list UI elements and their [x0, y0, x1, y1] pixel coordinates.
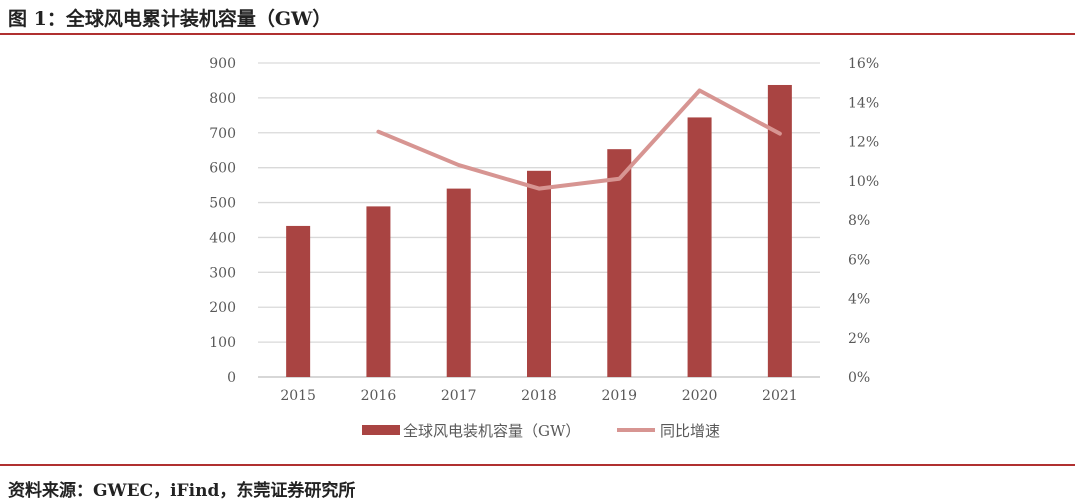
x-tick-label: 2018	[521, 388, 557, 404]
x-tick-label: 2015	[280, 388, 316, 404]
left-tick-label: 800	[209, 91, 236, 107]
x-tick-label: 2017	[441, 388, 477, 404]
right-tick-label: 4%	[848, 292, 870, 308]
right-tick-label: 16%	[848, 56, 879, 72]
right-tick-label: 14%	[848, 95, 879, 111]
left-tick-label: 0	[227, 370, 236, 386]
left-tick-label: 200	[209, 300, 236, 316]
right-tick-label: 0%	[848, 370, 870, 386]
right-tick-label: 12%	[848, 135, 879, 151]
x-tick-label: 2021	[762, 388, 798, 404]
x-tick-label: 2019	[601, 388, 637, 404]
left-tick-label: 100	[209, 335, 236, 351]
left-tick-label: 300	[209, 265, 236, 281]
legend-bar-label: 全球风电装机容量（GW）	[403, 422, 580, 440]
bar	[688, 117, 712, 377]
bar	[447, 189, 471, 377]
legend-bar-swatch	[362, 425, 400, 435]
bar	[286, 226, 310, 377]
x-tick-label: 2016	[361, 388, 397, 404]
left-tick-label: 700	[209, 126, 236, 142]
left-tick-label: 400	[209, 230, 236, 246]
legend-line-label: 同比增速	[660, 422, 720, 440]
right-tick-label: 8%	[848, 213, 870, 229]
growth-line	[378, 90, 779, 188]
left-tick-label: 900	[209, 56, 236, 72]
left-tick-label: 600	[209, 161, 236, 177]
bar	[527, 171, 551, 377]
footer-divider	[0, 464, 1075, 466]
left-tick-label: 500	[209, 196, 236, 212]
right-tick-label: 2%	[848, 331, 870, 347]
source-note: 资料来源：GWEC，iFind，东莞证券研究所	[8, 476, 355, 501]
bar	[607, 149, 631, 377]
right-tick-label: 6%	[848, 252, 870, 268]
x-tick-label: 2020	[682, 388, 718, 404]
bar	[366, 206, 390, 377]
right-tick-label: 10%	[848, 174, 879, 190]
